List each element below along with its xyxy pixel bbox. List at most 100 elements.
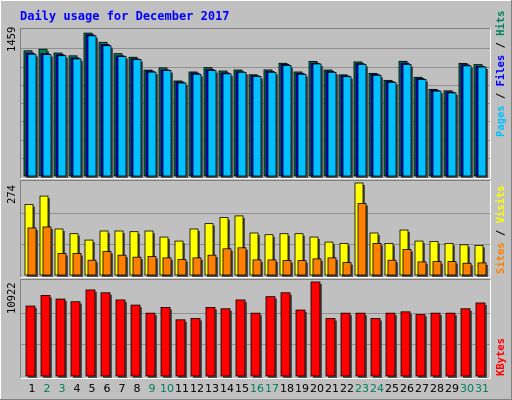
day-label-26: 26 <box>400 382 414 395</box>
legend1-segment-3: / <box>495 36 507 55</box>
day-label-20: 20 <box>310 382 324 395</box>
kbytes-max-label: 10922 <box>6 282 18 314</box>
bar-sites-day-7 <box>117 254 127 276</box>
bar-kbytes-day-28 <box>430 312 441 377</box>
bar-pages-day-17 <box>267 71 277 177</box>
day-label-22: 22 <box>340 382 354 395</box>
bar-pages-day-7 <box>117 56 127 177</box>
legend1-segment-2: Files <box>495 55 507 87</box>
bar-sites-day-5 <box>87 259 97 276</box>
day-label-14: 14 <box>220 382 234 395</box>
bar-sites-day-19 <box>297 260 307 276</box>
panel-hits-files-pages <box>20 28 491 179</box>
day-label-8: 8 <box>134 382 141 395</box>
bar-kbytes-day-5 <box>85 289 96 377</box>
bar-pages-day-25 <box>387 82 397 177</box>
bar-pages-day-10 <box>162 70 172 177</box>
day-label-1: 1 <box>29 382 36 395</box>
bar-pages-day-23 <box>357 64 367 177</box>
panel3-bars <box>25 281 487 378</box>
panel1-bars <box>23 32 488 179</box>
day-label-19: 19 <box>295 382 309 395</box>
bar-pages-day-22 <box>342 76 352 177</box>
bar-kbytes-day-4 <box>70 301 81 377</box>
legend3-segment-0: KBytes <box>495 338 507 376</box>
bar-sites-day-20 <box>312 258 322 276</box>
day-label-30: 30 <box>460 382 474 395</box>
day-label-24: 24 <box>370 382 384 395</box>
bar-kbytes-day-17 <box>265 296 276 377</box>
bar-pages-day-1 <box>27 53 37 177</box>
bar-pages-day-14 <box>222 73 232 177</box>
bar-kbytes-day-19 <box>295 309 306 377</box>
bar-sites-day-28 <box>432 261 442 276</box>
bar-kbytes-day-29 <box>445 312 456 377</box>
bar-sites-day-15 <box>237 247 247 276</box>
day-label-2: 2 <box>44 382 51 395</box>
bar-kbytes-day-6 <box>100 292 111 377</box>
day-label-28: 28 <box>430 382 444 395</box>
visits-max-label: 274 <box>6 185 18 204</box>
bar-pages-day-6 <box>102 45 112 177</box>
day-label-4: 4 <box>74 382 81 395</box>
day-label-5: 5 <box>89 382 96 395</box>
bar-kbytes-day-25 <box>385 312 396 377</box>
bar-sites-day-10 <box>162 257 172 276</box>
bar-pages-day-24 <box>372 74 382 177</box>
bar-pages-day-9 <box>147 71 157 177</box>
bar-sites-day-18 <box>282 260 292 276</box>
legend2-segment-2: Visits <box>495 185 507 223</box>
bar-sites-day-1 <box>27 227 37 276</box>
bar-kbytes-day-31 <box>475 302 486 377</box>
bar-sites-day-8 <box>132 256 142 276</box>
bar-pages-day-3 <box>57 55 67 177</box>
day-label-9: 9 <box>149 382 156 395</box>
bar-pages-day-18 <box>282 65 292 177</box>
day-label-3: 3 <box>59 382 66 395</box>
bar-sites-day-12 <box>192 257 202 276</box>
bar-sites-day-23 <box>357 203 367 276</box>
bar-sites-day-29 <box>447 261 457 276</box>
bar-sites-day-21 <box>327 257 337 276</box>
bar-kbytes-day-7 <box>115 299 126 377</box>
bar-sites-day-6 <box>102 251 112 276</box>
day-label-23: 23 <box>355 382 369 395</box>
day-label-27: 27 <box>415 382 429 395</box>
bar-kbytes-day-2 <box>40 295 51 377</box>
bar-kbytes-day-22 <box>340 312 351 377</box>
day-label-11: 11 <box>175 382 189 395</box>
bar-sites-day-2 <box>42 226 52 276</box>
bar-pages-day-4 <box>72 58 82 177</box>
bar-pages-day-27 <box>417 79 427 177</box>
bar-sites-day-26 <box>402 249 412 276</box>
bar-kbytes-day-13 <box>205 307 216 377</box>
legend-pages-files-hits: Pages / Files / Hits <box>495 11 507 137</box>
bar-sites-day-14 <box>222 248 232 276</box>
bar-pages-day-8 <box>132 59 142 177</box>
bar-sites-day-4 <box>72 253 82 276</box>
day-label-15: 15 <box>235 382 249 395</box>
bar-sites-day-31 <box>477 262 487 276</box>
bar-pages-day-31 <box>477 66 487 177</box>
bar-pages-day-19 <box>297 73 307 177</box>
bar-sites-day-16 <box>252 259 262 276</box>
panel-visits-sites <box>20 180 491 278</box>
day-axis-labels: 1 2 3 4 5 6 7 8 9 10 11 12 13 14 15 16 17 18 19 20 21 22 23 24 2… <box>29 382 490 395</box>
day-label-6: 6 <box>104 382 111 395</box>
legend2-segment-1: / <box>495 223 507 242</box>
bar-sites-day-3 <box>57 253 67 276</box>
bar-sites-day-30 <box>462 262 472 276</box>
bar-kbytes-day-11 <box>175 319 186 377</box>
bar-kbytes-day-30 <box>460 308 471 377</box>
bar-kbytes-day-20 <box>310 281 321 377</box>
bar-kbytes-day-9 <box>145 312 156 377</box>
bar-kbytes-day-24 <box>370 318 381 377</box>
bar-sites-day-11 <box>177 259 187 276</box>
bar-kbytes-day-1 <box>25 305 36 377</box>
bar-kbytes-day-12 <box>190 318 201 377</box>
bar-pages-day-11 <box>177 82 187 177</box>
bar-kbytes-day-16 <box>250 312 261 377</box>
bar-sites-day-25 <box>387 259 397 276</box>
bar-kbytes-day-23 <box>355 312 366 377</box>
